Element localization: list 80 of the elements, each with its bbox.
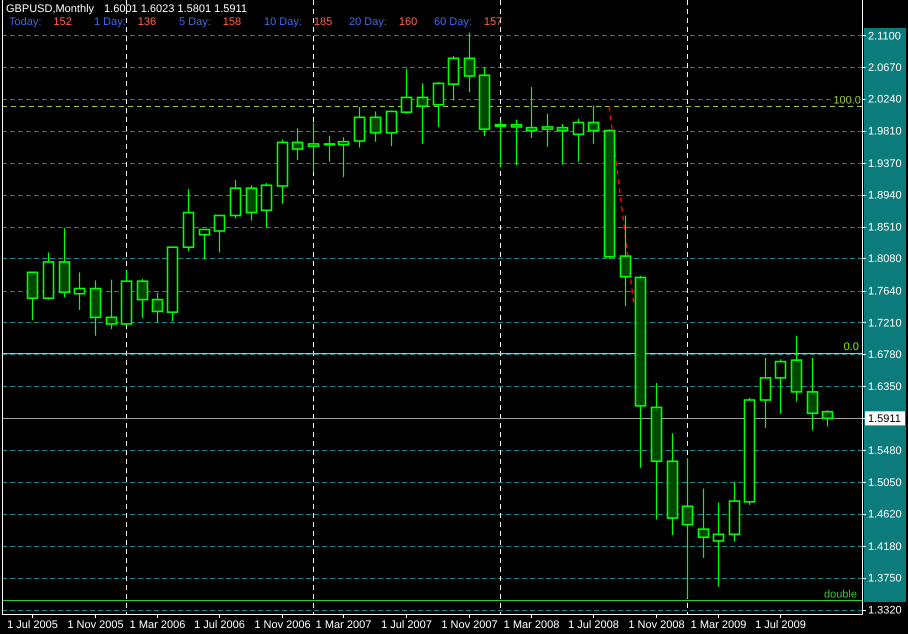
annotation: Today: [9, 16, 42, 28]
candlestick [464, 32, 476, 93]
y-tick-label: 1.7640 [868, 286, 902, 298]
annotation: 157 [484, 16, 502, 28]
x-tick-label: 1 Jul 2009 [755, 619, 806, 631]
annotation: 158 [222, 16, 242, 28]
candlestick [354, 106, 366, 148]
y-tick-label: 1.9810 [868, 125, 902, 138]
candlestick [510, 118, 522, 166]
ref-line-label: double [824, 588, 857, 600]
x-tick-label: 1 Mar 2009 [690, 619, 746, 631]
chart-subtitle: 1.6001 1.6023 1.5801 1.5911 [104, 3, 247, 15]
candlestick [214, 214, 226, 253]
annotation: 5 Day: [179, 16, 211, 28]
y-tick-label: 2.0670 [868, 62, 902, 74]
x-tick-label: 1 Nov 2006 [254, 619, 311, 631]
x-tick-label: 1 Nov 2005 [67, 619, 124, 631]
candlestick [386, 110, 398, 147]
y-tick-label: 1.3750 [868, 572, 902, 585]
annotation: 136 [138, 16, 156, 28]
candlestick [760, 357, 772, 429]
y-tick-label: 1.9370 [868, 158, 902, 170]
annotation: 152 [53, 16, 72, 28]
y-tick-label: 1.5911 [868, 413, 901, 426]
y-tick-label: 1.6780 [868, 349, 902, 362]
y-tick-label: 1.6350 [868, 380, 902, 393]
candlestick [370, 110, 382, 142]
candlestick [620, 214, 632, 307]
candlestick [432, 81, 444, 128]
annotation: 60 Day: [434, 16, 472, 28]
annotation: 160 [398, 16, 418, 28]
candlestick [400, 68, 412, 114]
annotation: 1 Day: [94, 16, 126, 28]
y-tick-label: 2.0240 [868, 94, 902, 106]
candlestick [712, 502, 724, 588]
candlestick [338, 136, 350, 178]
candlestick [494, 120, 506, 168]
candlestick [542, 113, 554, 148]
annotation: 10 Day: [264, 16, 302, 28]
x-tick-label: 1 Jul 2007 [381, 619, 432, 631]
x-tick-label: 1 Mar 2007 [316, 619, 372, 631]
y-tick-label: 1.3320 [868, 604, 902, 616]
x-tick-label: 1 Mar 2008 [504, 619, 560, 631]
candlestick [822, 409, 834, 428]
y-tick-label: 1.5480 [868, 445, 902, 458]
x-tick-label: 1 Jul 2006 [194, 619, 245, 631]
candlestick [136, 278, 148, 319]
y-tick-label: 1.7210 [868, 317, 902, 330]
candlestick [74, 272, 86, 311]
y-tick-label: 1.8080 [868, 253, 902, 266]
candlestick [198, 228, 210, 260]
candlestick [416, 82, 428, 145]
y-tick-label: 1.4180 [868, 540, 902, 553]
x-tick-label: 1 Jul 2005 [7, 619, 58, 631]
candlestick [698, 488, 710, 559]
candlestick [292, 128, 304, 161]
candlestick [106, 279, 118, 330]
y-tick-label: 2.1100 [868, 30, 901, 42]
annotation: 0.0 [844, 340, 859, 353]
candlestick [526, 86, 538, 139]
candlestick [572, 118, 584, 162]
candlestick [774, 358, 786, 415]
x-tick-label: 1 Mar 2006 [130, 619, 186, 631]
candlestick [806, 357, 818, 431]
candlestick [324, 135, 336, 162]
candlestick [588, 104, 600, 145]
candlestick [308, 122, 320, 173]
y-tick-label: 1.5050 [868, 476, 902, 489]
x-tick-label: 1 Nov 2007 [441, 619, 498, 631]
annotation: 185 [314, 16, 332, 28]
x-tick-label: 1 Nov 2008 [628, 619, 685, 631]
y-tick-label: 1.8510 [868, 221, 902, 234]
y-tick-label: 1.8940 [868, 190, 902, 202]
chart-title: GBPUSD,Monthly [6, 3, 95, 15]
x-tick-label: 1 Jul 2008 [568, 619, 619, 631]
candlestick [152, 292, 164, 324]
candlestick [556, 123, 568, 166]
candlestick [682, 458, 694, 600]
annotation: 20 Day: [349, 16, 387, 28]
y-tick-label: 1.4620 [868, 508, 902, 520]
